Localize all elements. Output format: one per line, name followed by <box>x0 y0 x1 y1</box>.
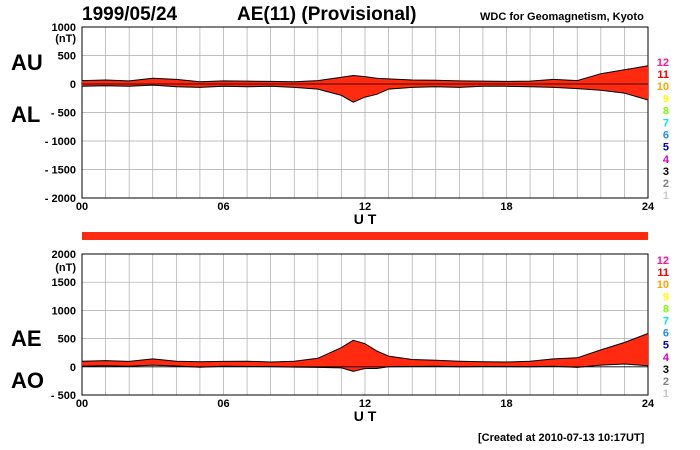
header-date: 1999/05/24 <box>82 4 178 25</box>
x-tick-label: 06 <box>217 201 229 213</box>
x-tick-label: 12 <box>359 398 371 410</box>
index-label-al: AL <box>11 102 40 127</box>
station-number: 6 <box>663 130 669 142</box>
series-line-ae <box>81 333 649 363</box>
station-number: 4 <box>663 154 670 166</box>
station-number: 10 <box>657 279 669 291</box>
index-label-ae: AE <box>11 326 42 351</box>
station-number: 10 <box>657 81 669 93</box>
station-number: 7 <box>663 316 669 328</box>
series-line-au <box>81 65 649 83</box>
index-label-ao: AO <box>11 368 44 393</box>
station-number: 3 <box>663 364 669 376</box>
y-tick-label: 1000 <box>52 22 76 34</box>
x-tick-label: 00 <box>76 201 88 213</box>
created-timestamp: [Created at 2010-07-13 10:17UT] <box>478 432 645 444</box>
station-number: 9 <box>663 291 669 303</box>
x-tick-label: 12 <box>359 201 371 213</box>
station-number: 3 <box>663 166 669 178</box>
x-tick-label: 24 <box>642 398 655 410</box>
plot-frame <box>81 26 649 199</box>
y-tick-label: - 1000 <box>45 136 76 148</box>
y-tick-label: 1500 <box>52 277 76 289</box>
x-axis-label: U T <box>354 211 377 227</box>
y-tick-label: - 1500 <box>45 165 76 177</box>
station-number: 8 <box>663 303 669 315</box>
station-number: 8 <box>663 105 669 117</box>
plot-frame <box>81 253 649 396</box>
station-number: 1 <box>663 388 669 400</box>
unit-label: (nT) <box>55 33 76 45</box>
header-source: WDC for Geomagnetism, Kyoto <box>480 11 644 23</box>
x-tick-label: 18 <box>500 398 512 410</box>
station-number: 12 <box>657 57 669 69</box>
station-number: 5 <box>663 340 669 352</box>
station-number: 2 <box>663 178 669 190</box>
station-number: 2 <box>663 376 669 388</box>
station-number: 9 <box>663 93 669 105</box>
station-number: 12 <box>657 255 669 267</box>
index-label-au: AU <box>11 50 43 75</box>
station-number: 5 <box>663 142 669 154</box>
y-tick-label: - 500 <box>51 390 76 402</box>
y-tick-label: 500 <box>58 334 76 346</box>
x-axis-label: U T <box>354 408 377 424</box>
y-tick-label: 0 <box>70 362 76 374</box>
x-tick-label: 06 <box>217 398 229 410</box>
x-tick-label: 24 <box>642 201 655 213</box>
station-number: 1 <box>663 190 669 202</box>
station-number: 7 <box>663 118 669 130</box>
series-line-al <box>81 84 649 103</box>
y-tick-label: - 500 <box>51 108 76 120</box>
station-number: 4 <box>663 352 670 364</box>
y-tick-label: - 2000 <box>45 193 76 205</box>
station-number: 11 <box>657 267 669 279</box>
data-status-bar <box>82 232 648 240</box>
header-title: AE(11) (Provisional) <box>237 4 417 25</box>
station-number: 11 <box>657 69 669 81</box>
x-tick-label: 18 <box>500 201 512 213</box>
y-tick-label: 0 <box>70 79 76 91</box>
y-tick-label: 500 <box>58 51 76 63</box>
unit-label: (nT) <box>55 262 76 274</box>
y-tick-label: 2000 <box>52 249 76 261</box>
station-number: 6 <box>663 328 669 340</box>
y-tick-label: 1000 <box>52 305 76 317</box>
x-tick-label: 00 <box>76 398 88 410</box>
